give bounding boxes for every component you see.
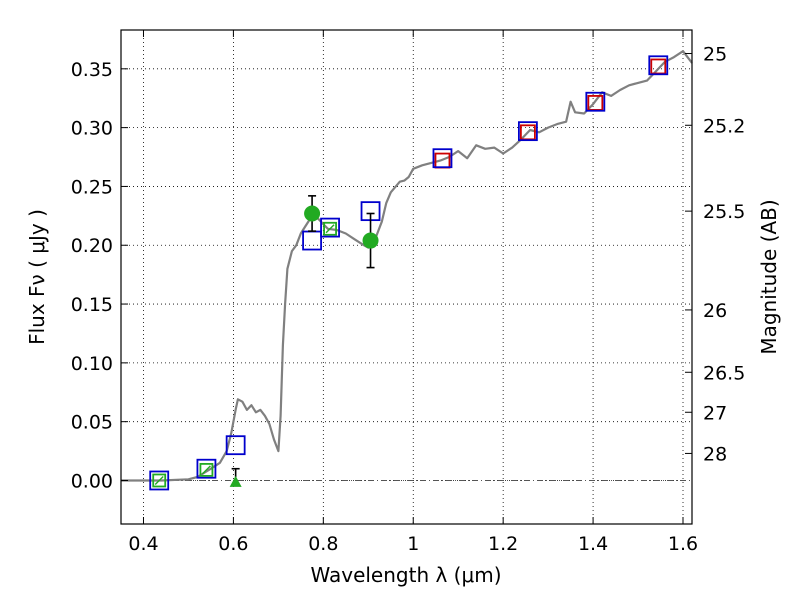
- y-tick-label: 0.20: [71, 235, 113, 257]
- plot-frame: [120, 29, 693, 525]
- observed-detection-marker: [304, 205, 321, 222]
- y-tick-label: 0.05: [71, 412, 113, 434]
- photometry-square-marker: [323, 221, 337, 236]
- photometry-square-marker: [149, 470, 170, 491]
- magnitude-axis: 25 25.2 25.5 26 26.5 27 28: [685, 44, 745, 465]
- observed-detection-marker: [362, 232, 379, 249]
- photometry-square-slash: [201, 465, 211, 475]
- magnitude-tick-label: 27: [703, 402, 727, 424]
- photometry-square-marker: [517, 121, 538, 142]
- y-axis: 0.00 0.05 0.10 0.15 0.20 0.25 0.30 0.35: [71, 59, 128, 492]
- photometry-square-marker: [432, 148, 453, 169]
- y-tick-label: 0.25: [71, 176, 113, 198]
- magnitude-tick-label: 25.2: [703, 115, 745, 137]
- x-tick-label: 1.2: [488, 533, 518, 555]
- magnitude-tick-label: 25: [703, 44, 727, 66]
- photometry-square-marker: [199, 462, 214, 477]
- photometry-square-marker: [225, 435, 246, 456]
- y-tick-label: 0.30: [71, 118, 113, 140]
- photometry-square-slash: [154, 475, 164, 485]
- magnitude-tick-label: 25.5: [703, 201, 745, 223]
- x-tick-label: 1: [407, 533, 419, 555]
- x-axis-title: Wavelength λ (μm): [310, 563, 501, 587]
- x-tick-label: 0.6: [218, 533, 248, 555]
- x-tick-label: 1.6: [668, 533, 698, 555]
- magnitude-tick-label: 28: [703, 443, 727, 465]
- observed-limit-marker: [229, 475, 242, 487]
- magnitude-tick-label: 26.5: [703, 362, 745, 384]
- photometry-square-slash: [325, 224, 335, 234]
- magnitude-axis-title: Magnitude (AB): [757, 199, 781, 354]
- y-axis-title: Flux Fν ( μJy ): [25, 209, 49, 345]
- photometry-square-marker: [152, 473, 167, 488]
- x-tick-label: 1.4: [578, 533, 608, 555]
- x-tick-label: 0.8: [308, 533, 338, 555]
- photometry-square-marker: [585, 91, 606, 112]
- photometry-square-marker: [648, 55, 669, 76]
- photometry-square-marker: [196, 458, 217, 479]
- magnitude-tick-label: 26: [703, 300, 727, 322]
- x-axis: 0.4 0.6 0.8 1 1.2 1.4 1.6: [128, 30, 698, 555]
- y-tick-label: 0.35: [71, 59, 113, 81]
- series-layer: [121, 50, 693, 491]
- y-tick-label: 0.15: [71, 294, 113, 316]
- model-sed-line: [121, 50, 693, 482]
- x-tick-label: 0.4: [128, 533, 158, 555]
- y-tick-label: 0.10: [71, 353, 113, 375]
- photometry-square-marker: [320, 217, 340, 238]
- y-tick-label: 0.00: [71, 470, 113, 492]
